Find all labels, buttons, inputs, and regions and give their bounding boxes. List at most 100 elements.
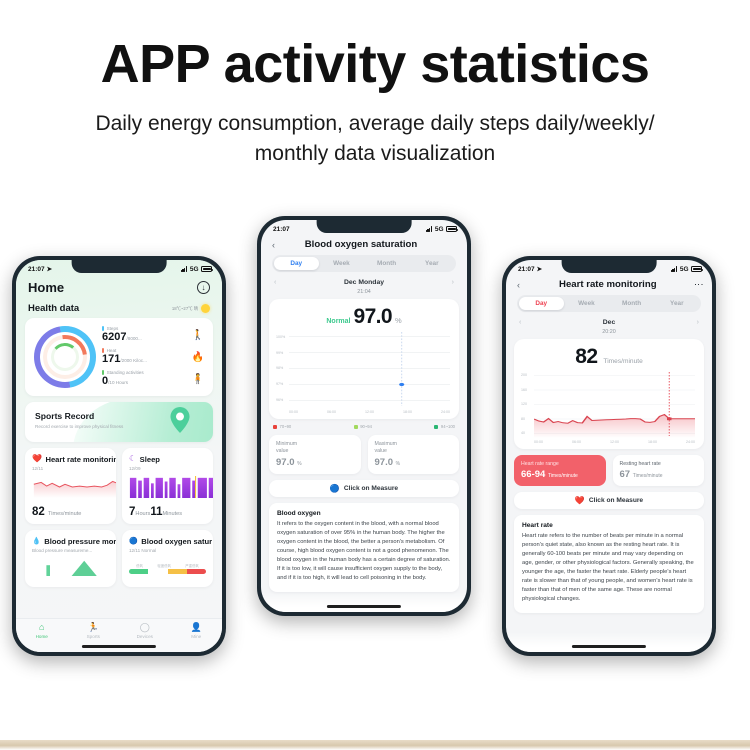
measure-button[interactable]: ❤️ Click on Measure — [514, 492, 704, 509]
segment-day[interactable]: Day — [273, 256, 319, 271]
tab-mine[interactable]: 👤 Mine — [171, 623, 223, 640]
phone-blood-oxygen-screen: 21:07 5G ‹ Blood oxygen saturation Day W… — [257, 216, 471, 616]
period-segmented-control[interactable]: Day Week Month Year — [272, 255, 456, 272]
measure-button[interactable]: 🔵 Click on Measure — [269, 480, 459, 498]
sports-card-decoration — [73, 402, 213, 442]
download-circle-icon[interactable] — [197, 281, 210, 294]
heart-rate-mini-card[interactable]: ❤️ Heart rate monitorin 12/11 82 Times/m… — [25, 447, 116, 524]
page-header: APP activity statistics Daily energy con… — [0, 0, 750, 170]
tab-devices[interactable]: ◯ Devices — [119, 623, 171, 640]
home-indicator — [326, 605, 402, 608]
status-bar-time: 21:07 — [518, 265, 535, 273]
reading-unit: Times/minute — [603, 358, 643, 365]
tab-home[interactable]: ⌂ Home — [16, 623, 68, 640]
period-segmented-control[interactable]: Day Week Month Year — [517, 295, 701, 312]
tab-sports[interactable]: 🏃 Sports — [68, 622, 120, 640]
health-data-card[interactable]: Steps 6207/8000... 🚶 Heat 171/200 — [21, 313, 213, 401]
chart-legend: 70~90 90~94 94~100 — [261, 419, 467, 429]
status-bar-time: 21:07 — [273, 225, 290, 233]
stat-sub: /8000... — [126, 336, 142, 342]
article-body: Heart rate refers to the number of beats… — [522, 533, 694, 602]
status-badge: Normal — [326, 318, 351, 325]
card-label: Heart rate range — [521, 461, 559, 467]
y-tick-label: 120 — [521, 402, 527, 407]
segment-month[interactable]: Month — [622, 300, 642, 307]
y-tick-label: 96% — [276, 398, 284, 403]
next-date-button[interactable]: › — [696, 319, 699, 326]
legend-item-low: 70~90 — [273, 424, 291, 429]
chart-plot-area — [534, 372, 695, 438]
prev-date-button[interactable]: ‹ — [274, 279, 277, 286]
stat-label: Heat — [106, 348, 117, 354]
sports-record-subtitle: Record exercise to improve physical fitn… — [35, 423, 124, 429]
segment-day[interactable]: Day — [518, 296, 564, 311]
stat-value: 0 — [102, 375, 109, 388]
article-body: It refers to the oxygen content in the b… — [277, 521, 451, 581]
segment-year[interactable]: Year — [425, 260, 439, 267]
legend-label: 94~100 — [440, 424, 455, 429]
segment-month[interactable]: Month — [377, 260, 397, 267]
content-fade — [506, 632, 712, 652]
status-bar: 21:07 ➤ 5G — [506, 260, 712, 276]
card-unit: Times/minute — [632, 473, 663, 479]
y-tick-label: 98% — [276, 366, 284, 371]
network-label: 5G — [434, 225, 444, 233]
next-date-button[interactable]: › — [451, 279, 454, 286]
date-navigator: ‹ Dec Monday › — [261, 272, 467, 287]
walking-person-icon: 🚶 — [191, 330, 204, 342]
map-pin-icon — [170, 407, 190, 433]
mini-card-date: 12/11 — [32, 465, 44, 471]
x-tick-label: 00:00 — [289, 410, 298, 414]
sun-icon — [201, 304, 210, 313]
battery-icon — [201, 266, 213, 272]
sleep-mini-card[interactable]: ☾ Sleep 12/09 — [122, 447, 213, 524]
segment-year[interactable]: Year — [670, 300, 684, 307]
health-data-section-header: Health data 18℃~27℃ 晴 — [16, 297, 222, 318]
stat-row-heat: Heat 171/2000 Kiloc... 🔥 — [102, 348, 204, 366]
x-tick-label: 18:00 — [403, 410, 412, 414]
article-heading: Blood oxygen — [277, 510, 321, 518]
reading-value: 82 — [575, 345, 598, 368]
heart-rate-chart-card: 82 Times/minute 200 160 120 80 40 — [514, 339, 704, 449]
y-tick-label: 40 — [521, 431, 525, 436]
standing-person-icon: 🧍 — [191, 374, 204, 386]
x-axis-labels: 00:00 06:00 12:00 18:00 24:00 — [521, 438, 697, 444]
chevron-left-icon[interactable]: ‹ — [272, 239, 275, 250]
more-vertical-icon[interactable]: ⋮ — [693, 280, 704, 289]
mini-card-date: 12/09 — [129, 465, 141, 471]
stat-row-standing: Standing activities 0/10 Hours 🧍 — [102, 370, 204, 388]
blood-pressure-mini-card[interactable]: 💧 Blood pressure mor Blood pressure meas… — [25, 529, 116, 587]
network-label: 5G — [189, 265, 199, 273]
card-value: 66-94 — [521, 469, 546, 480]
blood-oxygen-mini-card[interactable]: 🔵 Blood oxygen satur 12/11 Normal 低氧 轻度低… — [122, 529, 213, 587]
card-label-line-2: value — [276, 448, 289, 455]
card-label-line-2: value — [374, 448, 387, 455]
x-tick-label: 24:00 — [441, 410, 450, 414]
chevron-left-icon[interactable]: ‹ — [517, 279, 520, 290]
card-label-line-1: Maximum — [374, 441, 397, 447]
sports-record-card[interactable]: Sports Record Record exercise to improve… — [25, 402, 213, 442]
mini-card-unit: Times/minute — [48, 510, 82, 517]
chart-plot-area — [289, 332, 450, 406]
segment-week[interactable]: Week — [333, 260, 350, 267]
prev-date-button[interactable]: ‹ — [519, 319, 522, 326]
home-indicator — [571, 645, 647, 648]
legend-item-mid: 90~94 — [353, 424, 372, 429]
stat-label: Standing activities — [106, 370, 144, 376]
heart-rate-sparkline — [33, 480, 116, 498]
card-value: 67 — [619, 469, 631, 480]
oxygen-bar-label-0: 低氧 — [136, 563, 143, 568]
metrics-grid: ❤️ Heart rate monitorin 12/11 82 Times/m… — [25, 447, 213, 587]
summary-cards: Minimum value 97.0 % Maximum value 97.0 % — [269, 435, 459, 475]
sports-icon: 🏃 — [87, 622, 99, 632]
weather-temp-label: 18℃~27℃ 晴 — [171, 305, 198, 311]
card-label-line-1: Minimum — [276, 441, 298, 447]
status-bar-time: 21:07 — [28, 265, 45, 273]
resting-heart-rate-card: Resting heart rate 67 Times/minute — [612, 455, 704, 486]
card-value: 97.0 — [276, 457, 295, 469]
segment-week[interactable]: Week — [578, 300, 595, 307]
battery-icon — [446, 226, 458, 232]
stat-sub: /2000 Kiloc... — [120, 358, 147, 364]
sports-record-title: Sports Record — [35, 411, 95, 421]
x-tick-label: 06:00 — [327, 410, 336, 414]
